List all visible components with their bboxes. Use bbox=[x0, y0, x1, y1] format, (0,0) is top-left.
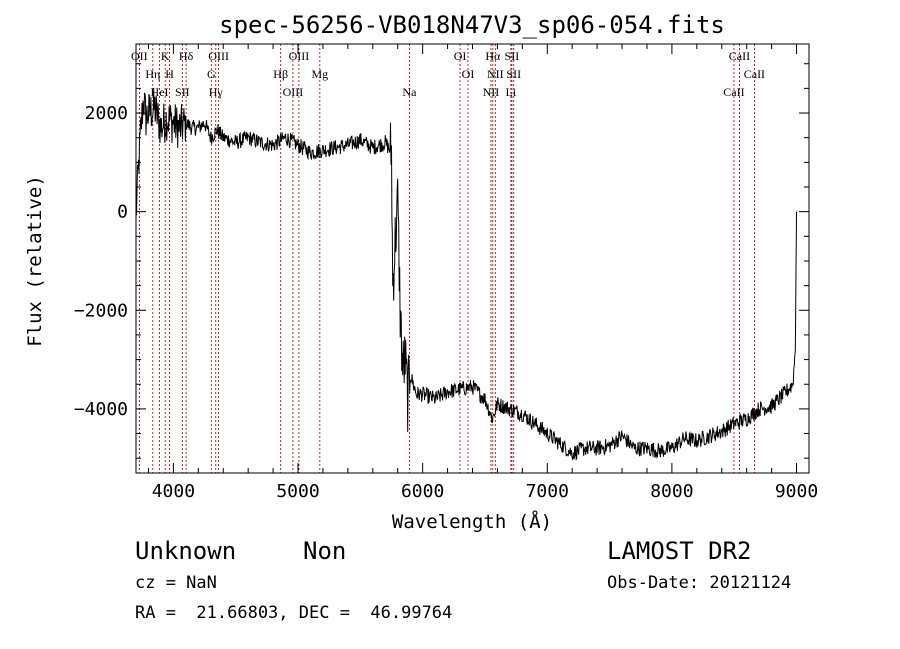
y-axis-label: Flux (relative) bbox=[24, 175, 46, 347]
x-tick-label: 9000 bbox=[775, 481, 818, 502]
spectral-line-label: Hδ bbox=[179, 49, 194, 63]
spectral-line-label: G bbox=[207, 67, 216, 81]
spectral-line-label: OIII bbox=[289, 49, 310, 63]
x-tick-label: 7000 bbox=[526, 481, 569, 502]
spectral-line-label: Na bbox=[402, 85, 417, 99]
survey-label: LAMOST DR2 bbox=[607, 537, 752, 565]
x-axis-label: Wavelength (Å) bbox=[392, 510, 552, 533]
y-axis-ticks: 2000 0 −2000 −4000 bbox=[74, 63, 809, 459]
spectral-line-label: K bbox=[161, 49, 170, 63]
spectral-line-label: HeI bbox=[151, 85, 169, 99]
spectral-line-label: CaII bbox=[729, 49, 750, 63]
spectral-line-label: Mg bbox=[311, 67, 328, 81]
spectral-line-label: H bbox=[165, 67, 174, 81]
x-tick-label: 4000 bbox=[152, 481, 195, 502]
spectral-line-label: CaII bbox=[744, 67, 765, 81]
spectral-line-label: Hβ bbox=[273, 67, 288, 81]
cz-value: cz = NaN bbox=[135, 573, 217, 593]
spectral-line-label: NII bbox=[487, 67, 504, 81]
x-tick-label: 6000 bbox=[401, 481, 444, 502]
spectral-line-labels: OIIHηHeIKHSIIHδGHγOIIIHβOIIIOIIIMgNaOIOI… bbox=[131, 49, 765, 99]
y-tick-label: 2000 bbox=[85, 103, 128, 124]
spectral-line-label: SII bbox=[505, 49, 520, 63]
spectral-line-label: OI bbox=[462, 67, 475, 81]
obs-date: Obs-Date: 20121124 bbox=[607, 573, 792, 593]
x-tick-label: 8000 bbox=[650, 481, 693, 502]
y-tick-label: −4000 bbox=[74, 399, 128, 420]
spectral-line-label: SII bbox=[506, 67, 521, 81]
series-group bbox=[135, 87, 797, 461]
spectral-line-label: Li bbox=[506, 85, 517, 99]
chart-title: spec-56256-VB018N47V3_sp06-054.fits bbox=[219, 11, 725, 39]
class-label: Unknown bbox=[135, 537, 237, 565]
spectral-line-label: OIII bbox=[283, 85, 304, 99]
y-tick-label: −2000 bbox=[74, 300, 128, 321]
x-axis-ticks: 4000 5000 6000 7000 8000 9000 bbox=[147, 44, 818, 502]
spectral-line-label: Hη bbox=[145, 67, 160, 81]
plot-frame bbox=[135, 43, 810, 474]
spectral-line-label: OII bbox=[131, 49, 148, 63]
coordinates: RA = 21.66803, DEC = 46.99764 bbox=[135, 603, 453, 623]
x-tick-label: 5000 bbox=[276, 481, 319, 502]
spectral-line-label: Hγ bbox=[209, 85, 224, 99]
spectral-line-label: CaII bbox=[723, 85, 744, 99]
y-tick-label: 0 bbox=[117, 202, 128, 223]
spectral-line-label: OI bbox=[454, 49, 467, 63]
spectral-line-label: OIII bbox=[208, 49, 229, 63]
spectral-line-label: Hα bbox=[485, 49, 501, 63]
spectral-line-markers bbox=[138, 44, 755, 473]
spectrum-series-line bbox=[135, 87, 797, 461]
subclass-label: Non bbox=[303, 537, 347, 565]
spectral-line-label: NII bbox=[483, 85, 500, 99]
spectral-line-label: SII bbox=[175, 85, 190, 99]
